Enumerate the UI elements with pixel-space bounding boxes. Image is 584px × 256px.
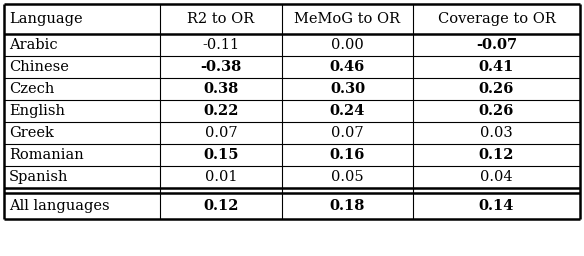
Text: 0.46: 0.46 [330, 60, 365, 74]
Text: 0.16: 0.16 [330, 148, 365, 162]
Text: All languages: All languages [9, 199, 110, 213]
Text: 0.12: 0.12 [203, 199, 239, 213]
Text: 0.41: 0.41 [479, 60, 514, 74]
Text: Spanish: Spanish [9, 170, 68, 184]
Text: 0.24: 0.24 [330, 104, 365, 118]
Text: 0.03: 0.03 [480, 126, 513, 140]
Text: 0.30: 0.30 [330, 82, 365, 96]
Text: 0.15: 0.15 [203, 148, 239, 162]
Text: 0.12: 0.12 [479, 148, 515, 162]
Text: -0.07: -0.07 [476, 38, 517, 52]
Text: Chinese: Chinese [9, 60, 69, 74]
Text: 0.26: 0.26 [479, 82, 514, 96]
Text: 0.26: 0.26 [479, 104, 514, 118]
Text: 0.04: 0.04 [480, 170, 513, 184]
Text: -0.38: -0.38 [200, 60, 242, 74]
Text: -0.11: -0.11 [203, 38, 239, 52]
Text: 0.38: 0.38 [203, 82, 239, 96]
Text: 0.07: 0.07 [204, 126, 237, 140]
Text: English: English [9, 104, 65, 118]
Text: R2 to OR: R2 to OR [187, 12, 255, 26]
Text: Arabic: Arabic [9, 38, 58, 52]
Text: Czech: Czech [9, 82, 54, 96]
Text: 0.07: 0.07 [331, 126, 364, 140]
Text: 0.05: 0.05 [331, 170, 364, 184]
Text: 0.18: 0.18 [330, 199, 365, 213]
Text: 0.22: 0.22 [203, 104, 239, 118]
Text: Greek: Greek [9, 126, 54, 140]
Text: Coverage to OR: Coverage to OR [437, 12, 555, 26]
Text: Romanian: Romanian [9, 148, 84, 162]
Text: Language: Language [9, 12, 82, 26]
Text: MeMoG to OR: MeMoG to OR [294, 12, 401, 26]
Text: 0.14: 0.14 [479, 199, 514, 213]
Text: 0.01: 0.01 [205, 170, 237, 184]
Text: 0.00: 0.00 [331, 38, 364, 52]
